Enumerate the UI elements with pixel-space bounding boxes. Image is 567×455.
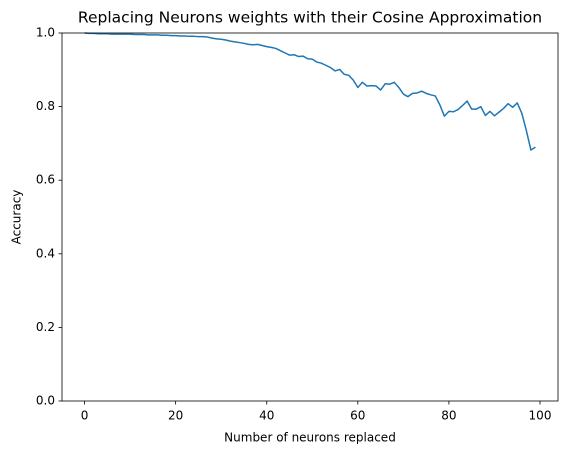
x-axis-label: Number of neurons replaced [224,431,396,445]
x-tick-label: 60 [350,409,365,423]
chart-title: Replacing Neurons weights with their Cos… [78,9,542,27]
line [84,32,536,151]
axes-frame [61,32,559,402]
x-tick-label: 80 [441,409,456,423]
x-tick-label: 0 [81,409,89,423]
x-tick-label: 40 [259,409,274,423]
y-tick-label: 0.2 [36,320,55,334]
x-tick-label: 20 [168,409,183,423]
y-tick-label: 0.0 [36,394,55,408]
y-axis-label: Accuracy [10,190,24,245]
y-tick-label: 0.6 [36,173,55,187]
y-tick-label: 0.4 [36,246,55,260]
x-tick-label: 100 [529,409,552,423]
y-tick-label: 0.8 [36,99,55,113]
y-tick-label: 1.0 [36,26,55,40]
